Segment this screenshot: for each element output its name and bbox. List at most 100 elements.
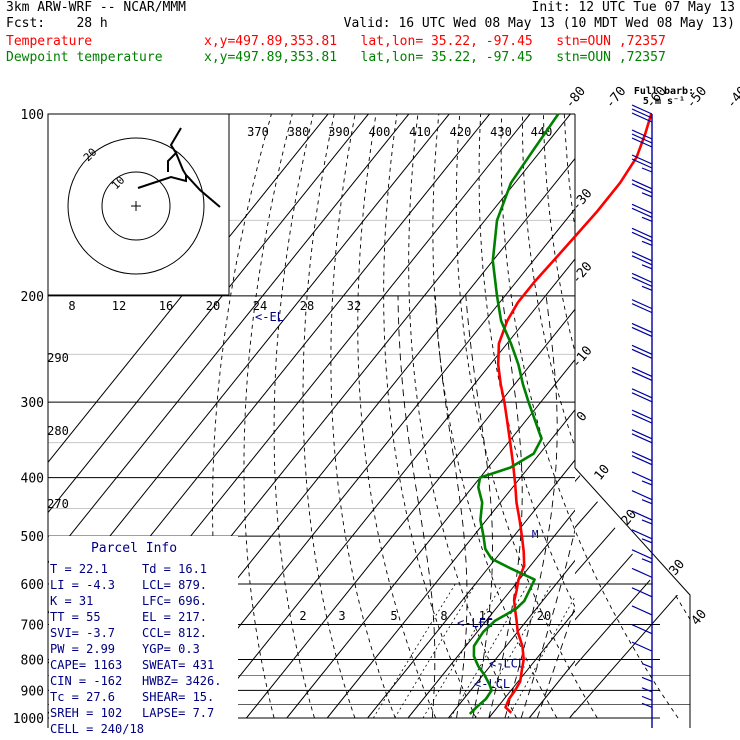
barb-full: [631, 370, 653, 382]
barb-full: [631, 624, 653, 635]
parcel-info-right: YGP= 0.3: [142, 642, 200, 656]
wind-barb: [641, 662, 653, 669]
speed-scale-8: 8: [68, 299, 75, 313]
wind-barb: [641, 702, 653, 708]
pressure-label-500: 500: [21, 530, 44, 545]
barb-half: [641, 216, 653, 222]
valid-time: Valid: 16 UTC Wed 08 May 13 (10 MDT Wed …: [343, 16, 735, 31]
barb-full: [631, 154, 653, 165]
barb-full: [631, 348, 653, 359]
hodograph-trace: [137, 127, 221, 208]
level-marker-el: <-EL: [255, 310, 284, 324]
barb-half: [641, 240, 653, 246]
isotherm-label: 30: [667, 557, 689, 579]
pressure-label-300: 300: [21, 396, 44, 411]
barb-full: [631, 303, 653, 314]
barb-full: [631, 510, 653, 521]
barb-half: [641, 499, 653, 505]
dry-adiabat: [478, 114, 575, 608]
barb-full: [631, 322, 653, 334]
dry-adiabat-extension: [711, 114, 740, 718]
speed-scale-32: 32: [347, 299, 361, 313]
theta-label-430: 430: [490, 125, 512, 139]
frame-fan-edge: [574, 467, 691, 728]
isotherm-label: -80: [562, 84, 589, 112]
dry-adiabat: [669, 114, 740, 718]
parcel-info-right: SHEAR= 15.: [142, 690, 214, 704]
barb-full: [631, 108, 653, 119]
dry-adiabat: [357, 114, 437, 719]
barb-full: [631, 137, 653, 148]
mixing-ratio-label-12: 12: [479, 609, 493, 623]
pressure-label-400: 400: [21, 472, 44, 487]
barb-full: [631, 529, 653, 540]
barb-header-1: Full barb:: [634, 86, 694, 97]
isotherm: [610, 114, 740, 718]
wind-barb: [631, 179, 653, 198]
isotherm: [48, 114, 369, 514]
barb-half: [641, 538, 653, 544]
barb-full: [631, 299, 653, 310]
wind-barb: [631, 129, 653, 148]
barb-full: [631, 455, 653, 466]
barb-half: [641, 285, 653, 291]
wind-barb: [631, 154, 653, 173]
wind-barb: [631, 251, 653, 270]
theta-left-label-270: 270: [47, 497, 69, 511]
wind-barb: [631, 227, 653, 246]
isotherm-label: 20: [619, 507, 641, 529]
barb-full: [631, 207, 653, 218]
dry-adiabat: [732, 114, 740, 718]
pressure-label-800: 800: [21, 653, 44, 668]
wind-barb: [631, 510, 653, 525]
theta-left-label-290: 290: [47, 351, 69, 365]
wind-barb: [631, 567, 653, 578]
hodograph-box: [47, 113, 230, 296]
temperature-legend-info: x,y=497.89,353.81 lat,lon= 35.22, -97.45…: [204, 34, 666, 49]
mixing-ratio-line: [450, 583, 529, 719]
freezing-level-marker: M: [532, 528, 539, 541]
isotherm: [528, 660, 575, 719]
isotherm: [48, 114, 450, 614]
wind-barb: [631, 490, 653, 505]
forecast-hour: Fcst: 28 h: [6, 16, 108, 31]
parcel-info-right: Td = 16.1: [142, 562, 207, 576]
barb-full: [631, 179, 653, 190]
isotherm: [165, 207, 575, 719]
wind-barb: [631, 322, 653, 338]
mixing-ratio-line: [372, 583, 456, 719]
barb-full: [631, 255, 653, 266]
barb-full: [631, 413, 653, 424]
parcel-info-right: LAPSE= 7.7: [142, 706, 214, 720]
parcel-info-right: HWBZ= 3426.: [142, 674, 221, 688]
isotherm-extension: [575, 114, 690, 719]
wind-barb: [631, 344, 653, 359]
dry-adiabat: [648, 114, 740, 718]
mixing-ratio-label-20: 20: [537, 609, 551, 623]
barb-full: [631, 112, 653, 123]
wind-barb: [631, 587, 653, 598]
barb-half: [641, 480, 653, 486]
parcel-info-box: [49, 536, 238, 726]
wind-barb: [631, 549, 653, 564]
wind-barb: [631, 429, 653, 444]
barb-header-2: 5 m s⁻¹: [643, 96, 685, 107]
barb-full: [631, 388, 653, 399]
dry-adiabat-extension: [668, 114, 690, 719]
wind-barb: [641, 687, 653, 693]
mixing-ratio-label-3: 3: [338, 609, 345, 623]
wind-barb: [641, 676, 653, 683]
parcel-info-right: CCL= 812.: [142, 626, 207, 640]
wind-barb: [631, 272, 653, 291]
barb-full: [631, 344, 653, 355]
isotherm-label: -30: [569, 186, 596, 214]
wind-barb: [631, 641, 653, 652]
parcel-info-right: EL = 217.: [142, 610, 207, 624]
temperature-legend-label: Temperature: [6, 34, 93, 49]
mixing-ratio-label-2: 2: [299, 609, 306, 623]
parcel-info-left: PW = 2.99: [50, 642, 115, 656]
isotherm-label: -70: [603, 84, 630, 112]
isotherm-label: -20: [569, 259, 596, 287]
dewpoint-profile: [468, 113, 560, 715]
wind-barb: [631, 104, 653, 123]
